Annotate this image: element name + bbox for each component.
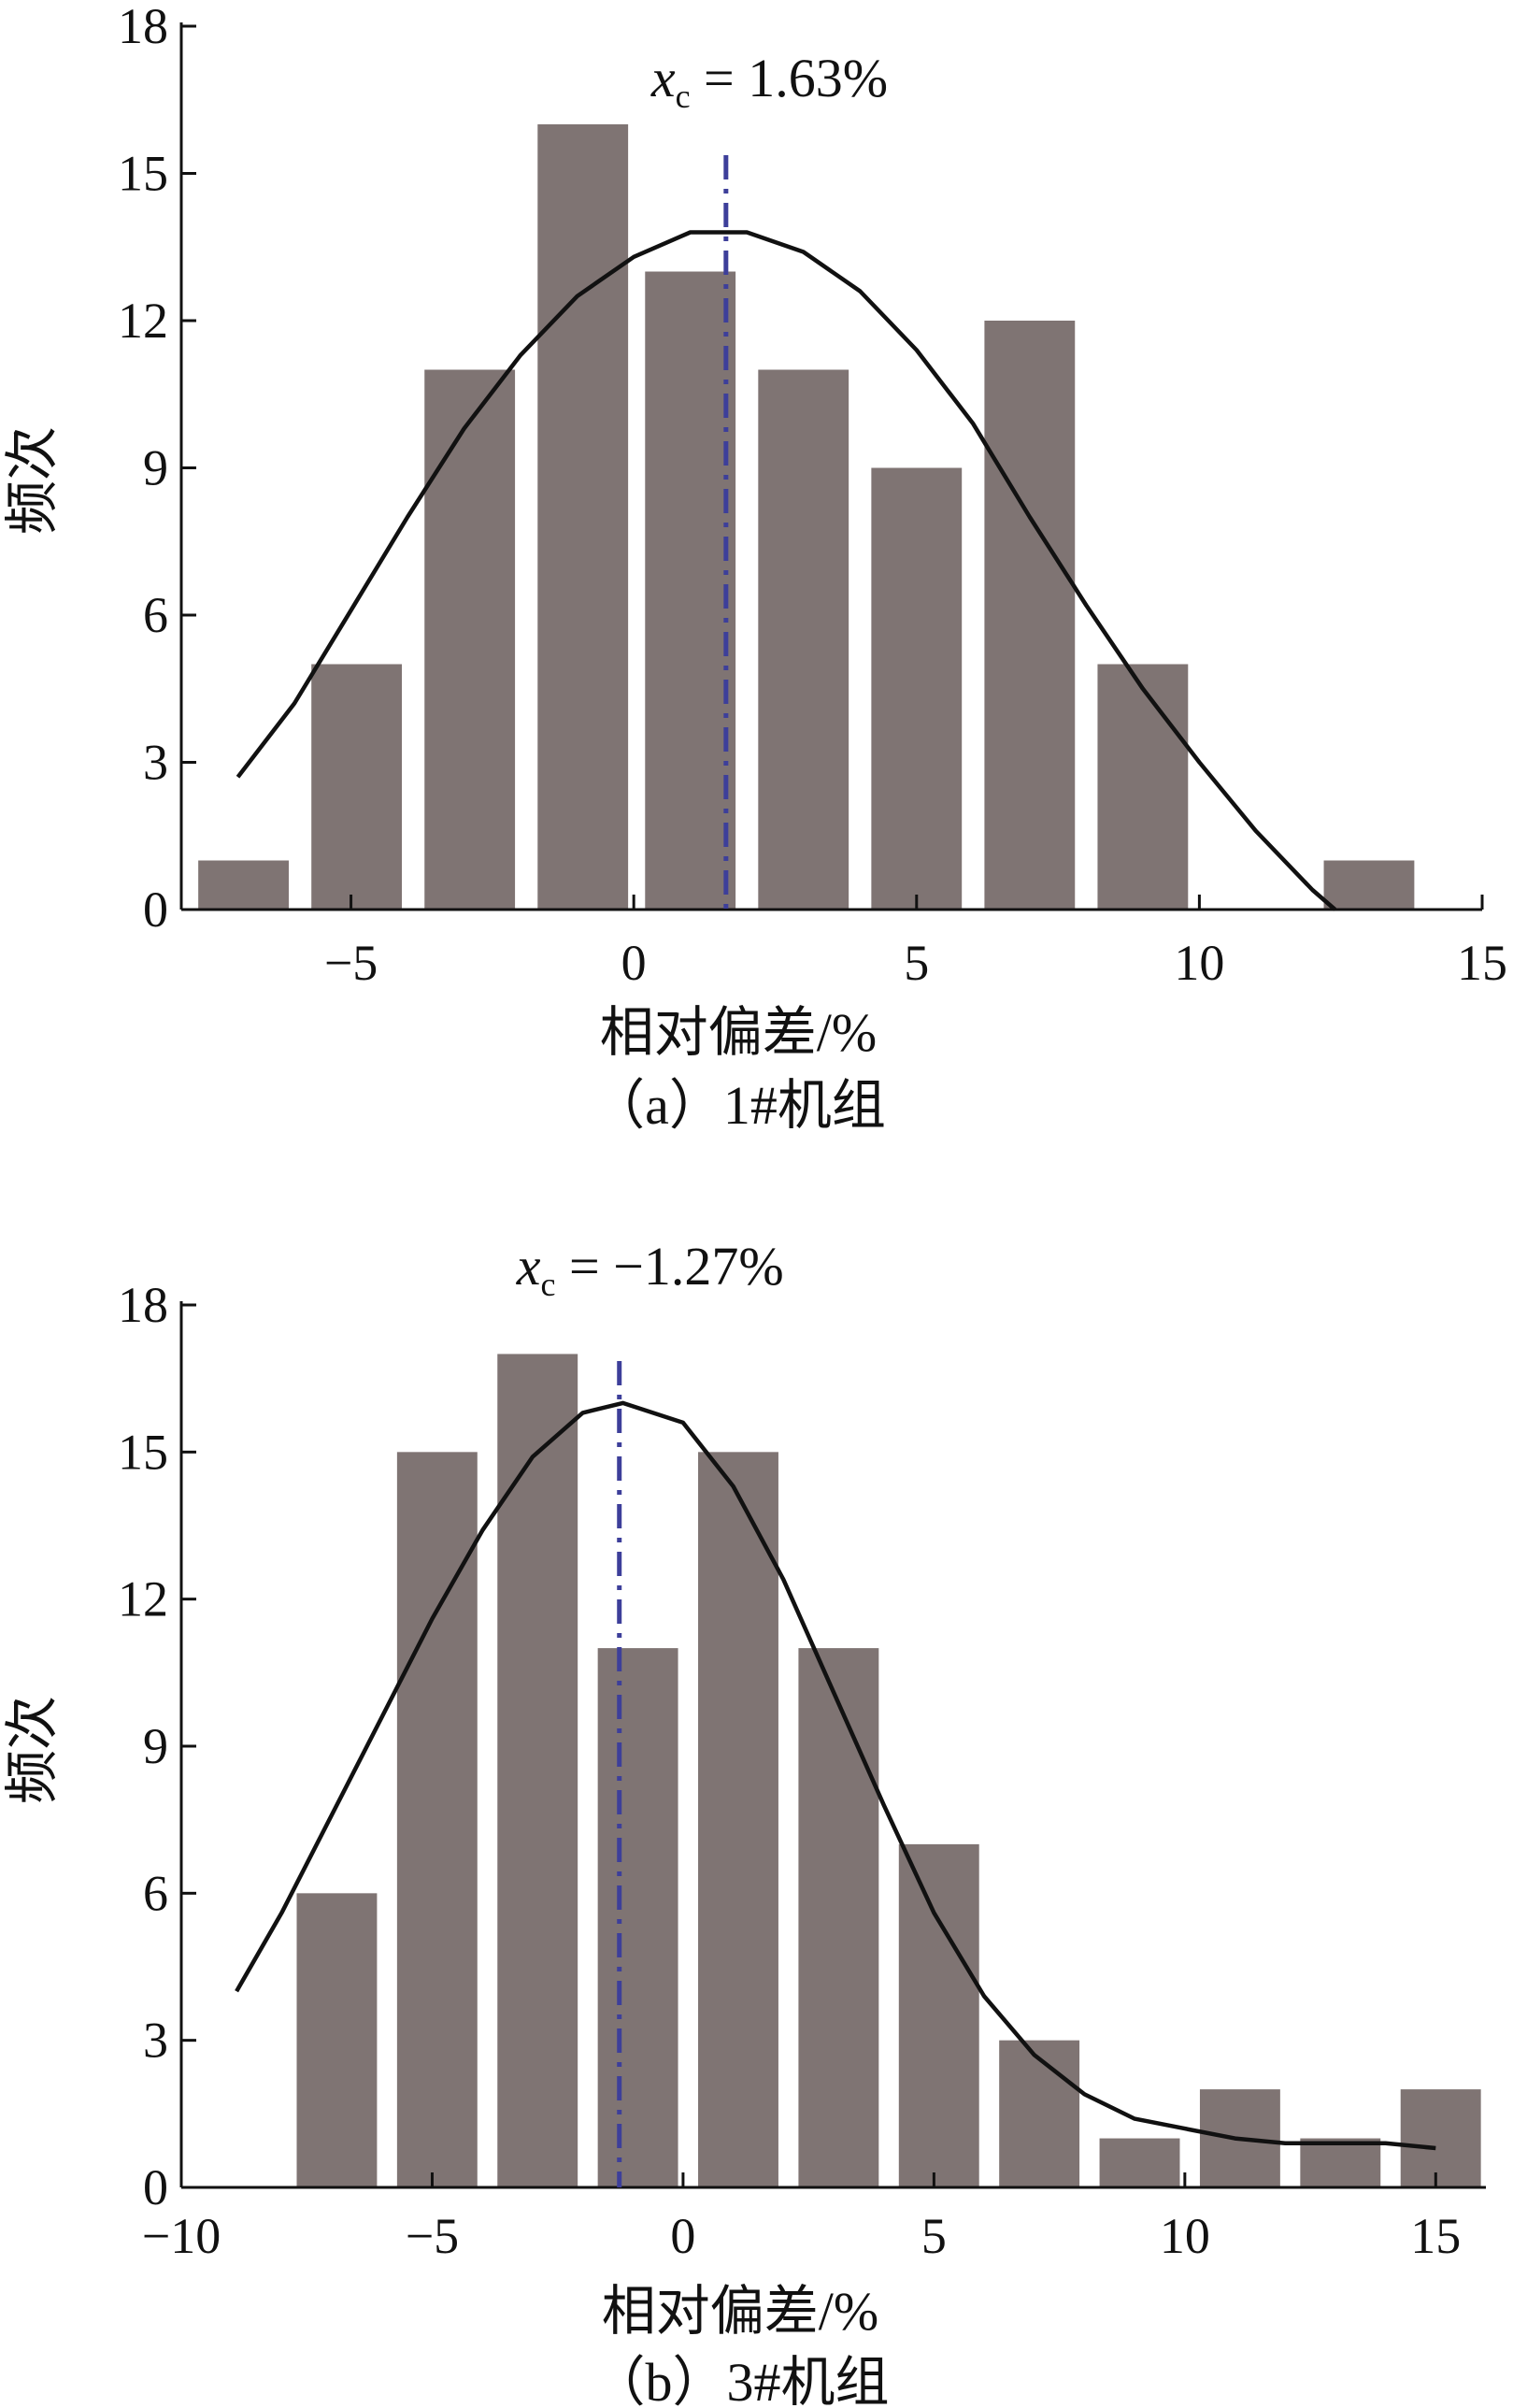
bar-4: [698, 1452, 778, 2187]
chart-b: 0 3 6 9 12 15 18 −10 −5 0 5 10 15 xc = −1.27% 相对偏差/% 频次…: [2, 1236, 1486, 2408]
x-axis-title: 相对偏差/%: [600, 1002, 877, 1063]
x-tick-label-0: −5: [324, 935, 378, 991]
y-tick-label-0: 0: [143, 882, 168, 938]
x-tick-label-0: −10: [142, 2208, 221, 2264]
bar-8: [1097, 664, 1189, 910]
fit-curve: [235, 1400, 1436, 2151]
x-tick-label-2: 5: [904, 935, 929, 991]
bars: [198, 124, 1415, 910]
y-tick-label-0: 0: [143, 2159, 168, 2215]
bar-6: [871, 467, 963, 910]
x-tick-label-4: 15: [1457, 935, 1507, 991]
bar-10: [1300, 2138, 1381, 2187]
y-tick-label-4: 12: [118, 1571, 168, 1627]
bar-0: [296, 1893, 378, 2187]
bar-4: [645, 271, 736, 910]
y-tick-label-6: 18: [118, 1277, 168, 1333]
bar-1: [311, 664, 403, 910]
x-tick-label-1: −5: [406, 2208, 459, 2264]
bar-7: [984, 321, 1076, 910]
xc-annotation: xc = −1.27%: [516, 1236, 784, 1303]
x-tick-label-1: 0: [621, 935, 647, 991]
x-tick-label-3: 5: [921, 2208, 947, 2264]
bar-2: [497, 1354, 578, 2187]
y-tick-label-3: 9: [143, 440, 168, 496]
bar-3: [537, 124, 629, 910]
y-tick-label-5: 15: [118, 146, 168, 202]
y-axis-title: 频次: [2, 426, 63, 535]
chart-caption: （b）3#机组: [591, 2352, 889, 2408]
y-tick-label-1: 3: [143, 2013, 168, 2069]
x-axis-title: 相对偏差/%: [602, 2281, 878, 2342]
bar-1: [396, 1452, 478, 2187]
chart-a: 0 3 6 9 12 15 18 −5 0 5 10 15 xc = 1.63% 相对偏差/% 频次 （a）1…: [2, 0, 1507, 1136]
fit-curve: [236, 230, 1337, 911]
bar-0: [198, 860, 289, 910]
y-tick-label-1: 3: [143, 735, 168, 791]
y-tick-label-2: 6: [143, 1865, 168, 1921]
y-tick-label-4: 12: [118, 293, 168, 349]
bar-2: [424, 369, 516, 910]
xc-annotation: xc = 1.63%: [650, 48, 888, 115]
bar-5: [758, 369, 849, 910]
bar-9: [1323, 860, 1415, 910]
bar-3: [597, 1648, 678, 2187]
bar-6: [898, 1843, 979, 2187]
x-tick-label-5: 15: [1410, 2208, 1461, 2264]
y-tick-label-5: 15: [118, 1424, 168, 1480]
bar-11: [1400, 2089, 1481, 2187]
y-tick-label-3: 9: [143, 1718, 168, 1774]
x-tick-label-3: 10: [1174, 935, 1224, 991]
chart-caption: （a）1#机组: [591, 1075, 886, 1136]
bar-7: [999, 2040, 1080, 2187]
y-tick-label-2: 6: [143, 587, 168, 643]
x-tick-label-2: 0: [670, 2208, 695, 2264]
y-axis-title: 频次: [2, 1696, 63, 1804]
x-tick-label-4: 10: [1160, 2208, 1210, 2264]
y-tick-label-6: 18: [118, 0, 168, 54]
bars: [296, 1354, 1481, 2187]
bar-8: [1099, 2138, 1180, 2187]
bar-5: [798, 1648, 879, 2187]
